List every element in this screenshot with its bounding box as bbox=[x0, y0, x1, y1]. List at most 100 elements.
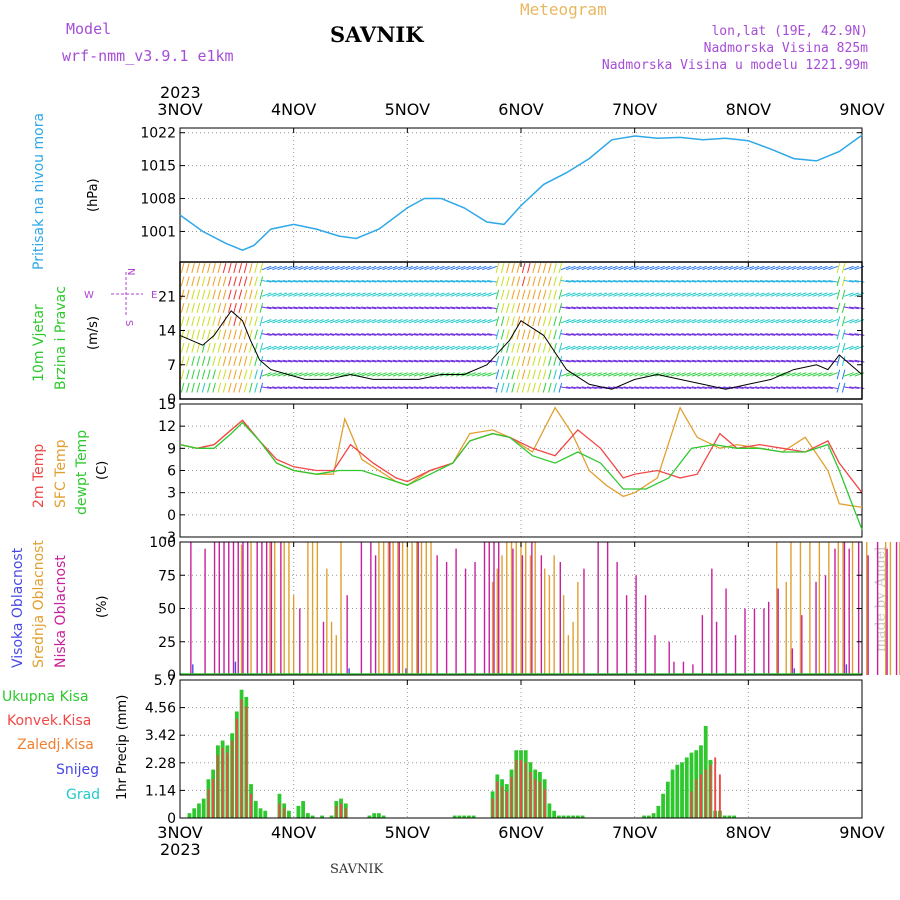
wind-barb bbox=[849, 345, 860, 350]
wind-barb bbox=[335, 265, 345, 271]
wind-barb bbox=[277, 292, 288, 297]
wind-barb bbox=[553, 302, 557, 313]
wind-barb bbox=[495, 382, 500, 393]
wind-barb bbox=[828, 359, 839, 363]
wind-barb bbox=[532, 342, 536, 353]
wind-barb bbox=[334, 386, 346, 390]
wind-barb bbox=[196, 302, 201, 313]
wind-barb bbox=[681, 345, 692, 350]
wind-barb bbox=[413, 279, 424, 283]
total-precip-bar bbox=[263, 810, 268, 818]
wind-barb bbox=[807, 265, 818, 271]
wind-barb bbox=[201, 342, 206, 353]
wind-barb bbox=[702, 372, 713, 377]
wind-barb bbox=[471, 319, 482, 324]
top-date-label: 3NOV bbox=[157, 100, 202, 119]
wind-barb bbox=[532, 316, 536, 327]
cloud-low-label: Niska Oblacnost bbox=[53, 555, 69, 668]
wind-barb bbox=[303, 319, 314, 324]
wind-barb bbox=[521, 356, 526, 367]
wind-barb bbox=[324, 319, 335, 324]
wind-barb bbox=[382, 359, 393, 363]
wind-barb bbox=[471, 372, 482, 377]
wind-barb bbox=[308, 333, 319, 336]
wind-barb bbox=[571, 265, 581, 271]
wind-barb bbox=[397, 359, 408, 363]
wind-barb bbox=[495, 289, 500, 300]
wind-barb bbox=[791, 319, 802, 324]
wind-barb bbox=[754, 319, 765, 324]
wind-barb bbox=[560, 306, 571, 310]
wind-barb bbox=[828, 279, 839, 283]
wind-barb bbox=[282, 292, 293, 297]
wind-barb bbox=[445, 306, 456, 310]
wind-barb bbox=[287, 386, 298, 390]
wind-barb bbox=[542, 289, 547, 300]
wind-barb bbox=[201, 302, 206, 313]
wind-barb bbox=[377, 372, 387, 377]
wind-barb bbox=[548, 316, 552, 327]
wind-barb bbox=[408, 345, 419, 350]
wind-barb bbox=[424, 292, 435, 297]
wind-barb bbox=[500, 302, 505, 313]
conv-precip-bar bbox=[709, 764, 712, 818]
wind-barb bbox=[733, 279, 744, 283]
wind-barb bbox=[728, 372, 739, 377]
wind-barb bbox=[548, 342, 552, 353]
y-tick-label: 3 bbox=[167, 486, 176, 502]
wind-barb bbox=[476, 265, 487, 271]
wind-barb bbox=[542, 329, 547, 340]
total-precip-bar bbox=[467, 815, 471, 818]
wind-barb bbox=[849, 386, 860, 390]
wind-barb bbox=[201, 263, 206, 273]
wind-barb bbox=[707, 386, 718, 390]
wind-barb bbox=[403, 372, 414, 377]
wind-barb bbox=[350, 319, 361, 324]
wind-barb bbox=[802, 345, 812, 350]
bottom-date-label: 6NOV bbox=[498, 823, 543, 842]
wind-barb bbox=[495, 369, 500, 380]
conv-precip-bar bbox=[216, 755, 219, 818]
wind-barb bbox=[366, 359, 377, 363]
wind-barb bbox=[744, 279, 755, 283]
wind-barb bbox=[843, 386, 854, 390]
wind-barb bbox=[765, 265, 776, 271]
wind-barb bbox=[791, 279, 802, 283]
wind-barb bbox=[371, 265, 382, 271]
wind-barb bbox=[634, 333, 645, 336]
wind-barb bbox=[222, 382, 227, 393]
wind-barb bbox=[387, 359, 398, 363]
top-date-label: 4NOV bbox=[271, 100, 316, 119]
wind-barb bbox=[371, 319, 382, 324]
wind-barb bbox=[272, 372, 282, 377]
wind-barb bbox=[387, 386, 398, 390]
wind-barb bbox=[387, 306, 398, 310]
wind-barb bbox=[466, 386, 477, 390]
wind-barb bbox=[817, 292, 828, 297]
wind-barb bbox=[350, 333, 361, 336]
wind-barb bbox=[495, 329, 500, 340]
wind-barb bbox=[196, 289, 201, 300]
wind-barb bbox=[392, 265, 403, 271]
wind-barb bbox=[592, 333, 603, 336]
wind-barb bbox=[565, 292, 576, 297]
wind-barb bbox=[702, 345, 713, 350]
total-precip-bar bbox=[329, 815, 334, 818]
wind-barb bbox=[361, 372, 372, 377]
temp-2m-label: 2m Temp bbox=[31, 444, 47, 508]
wind-barb bbox=[350, 306, 361, 310]
wind-barb bbox=[277, 306, 288, 310]
wind-barb bbox=[445, 333, 456, 336]
wind-barb bbox=[298, 386, 309, 390]
wind-barb bbox=[366, 319, 377, 324]
wind-barb bbox=[254, 316, 258, 327]
conv-precip-bar bbox=[278, 803, 281, 818]
y-tick-label: 1008 bbox=[140, 192, 176, 208]
conv-precip-bar bbox=[250, 793, 252, 818]
wind-barb bbox=[634, 292, 644, 297]
wind-barb bbox=[303, 345, 314, 350]
wind-barb bbox=[424, 306, 435, 310]
wind-barb bbox=[786, 319, 797, 324]
wind-barb bbox=[565, 265, 576, 271]
wind-barb bbox=[728, 265, 739, 271]
